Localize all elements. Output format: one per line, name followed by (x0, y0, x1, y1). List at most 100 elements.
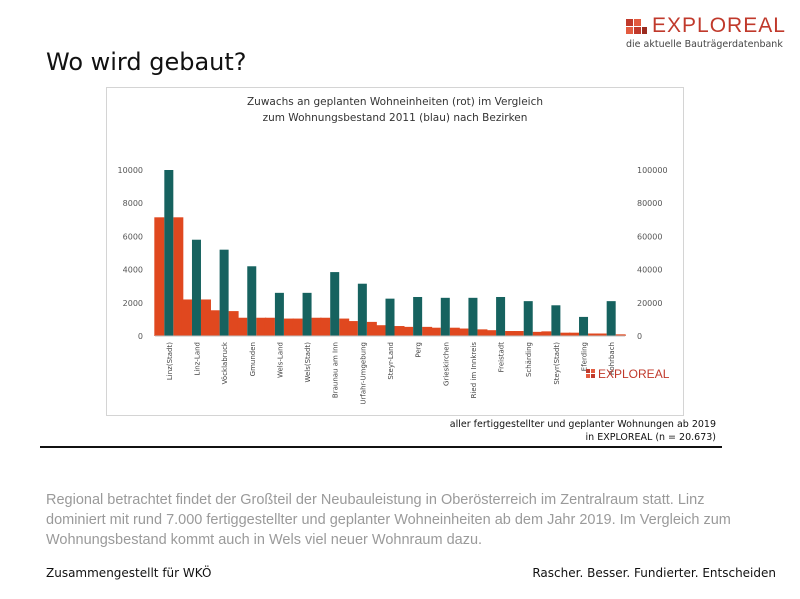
x-tick-label: Perg (415, 342, 423, 357)
bar-red (237, 317, 248, 336)
x-tick-label: Schärding (525, 342, 533, 377)
bar-chart: Zuwachs an geplanten Wohneinheiten (rot)… (118, 96, 670, 405)
bar-red (375, 325, 386, 336)
bar-blue (385, 298, 395, 336)
x-axis-labels: Linz(Stadt) Linz-Land Vöcklabruck Gmunden We… (166, 341, 616, 405)
bar-blue (357, 283, 367, 336)
x-tick-label: Urfahr-Umgebung (359, 342, 367, 405)
x-tick-label: Steyr(Stadt) (553, 342, 561, 385)
y-right-tick-label: 100000 (637, 166, 668, 175)
bar-red (320, 317, 331, 336)
y-right-tick-label: 60000 (637, 232, 662, 241)
exploreal-logo: EXPLOREAL die aktuelle Bauträgerdatenban… (626, 14, 786, 54)
bar-red (403, 326, 414, 336)
bar-red (569, 332, 580, 336)
divider (40, 446, 722, 448)
bar-red (458, 328, 469, 336)
bar-blue (523, 301, 533, 336)
bar-blue (219, 249, 229, 336)
logo-mark-icon (626, 19, 647, 34)
source-note: aller fertiggestellter und geplanter Woh… (420, 418, 716, 444)
watermark-mark-icon-4 (591, 374, 595, 378)
y-left-tick-label: 10000 (118, 166, 143, 175)
x-tick-label: Rohrbach (608, 342, 616, 375)
x-tick-label: Wels-Land (276, 342, 284, 378)
bar-red (200, 299, 211, 336)
bar-red (532, 331, 543, 336)
bar-red (366, 321, 377, 336)
bar-red (283, 318, 294, 336)
x-tick-label: Freistadt (498, 342, 506, 373)
x-tick-label: Eferding (581, 342, 589, 371)
bar-red (422, 326, 433, 336)
y-left-tick-label: 6000 (123, 232, 143, 241)
bar-red (430, 327, 441, 336)
bar-red (449, 327, 460, 336)
watermark-mark-icon-3 (586, 374, 590, 378)
bar-blue (468, 297, 478, 336)
x-tick-label: Linz-Land (193, 342, 201, 376)
bar-red (154, 217, 165, 336)
y-left-tick-label: 8000 (123, 199, 143, 208)
chart-container: Zuwachs an geplanten Wohneinheiten (rot)… (106, 87, 684, 416)
bar-red (394, 326, 405, 336)
y-axis-right: 0 20000 40000 60000 80000 100000 (637, 166, 668, 341)
bar-red (513, 331, 524, 336)
y-left-tick-label: 4000 (123, 266, 143, 275)
x-tick-label: Grieskirchen (442, 342, 450, 386)
footer-left-text: Zusammengestellt für WKÖ (46, 566, 212, 580)
y-right-tick-label: 20000 (637, 299, 662, 308)
bar-red (588, 333, 599, 336)
y-right-tick-label: 80000 (637, 199, 662, 208)
bar-blue (551, 305, 561, 336)
bar-red (292, 318, 303, 336)
y-axis-left: 0 2000 4000 6000 8000 10000 (118, 166, 143, 341)
page-title: Wo wird gebaut? (46, 48, 247, 76)
x-tick-label: Ried im Innkreis (470, 342, 478, 399)
bar-blue (330, 272, 340, 336)
bar-red (228, 311, 239, 336)
bar-blue (579, 316, 589, 336)
bar-blue (164, 170, 174, 336)
bar-blue (413, 296, 423, 336)
bar-red (339, 318, 350, 336)
bar-red (311, 317, 322, 336)
bar-blue (274, 292, 284, 336)
watermark-mark-icon-2 (591, 369, 595, 373)
bar-red (486, 330, 497, 336)
bar-series (154, 170, 626, 336)
chart-watermark-text: EXPLOREAL (598, 367, 670, 381)
x-tick-label: Wels(Stadt) (304, 342, 312, 383)
x-tick-label: Braunau am Inn (332, 342, 340, 398)
brand-name: EXPLOREAL (652, 14, 786, 37)
bar-red (560, 332, 571, 336)
y-left-tick-label: 2000 (123, 299, 143, 308)
x-tick-label: Linz(Stadt) (166, 342, 174, 380)
bar-red (541, 331, 552, 336)
bar-red (477, 329, 488, 336)
watermark-mark-icon (586, 369, 590, 373)
bar-red (181, 299, 192, 336)
source-note-line1: aller fertiggestellter und geplanter Woh… (449, 419, 716, 430)
body-paragraph: Regional betrachtet findet der Großteil … (46, 492, 731, 548)
bar-red (347, 321, 358, 336)
y-left-tick-label: 0 (138, 332, 143, 341)
bar-blue (302, 292, 312, 336)
chart-title-line1: Zuwachs an geplanten Wohneinheiten (rot)… (247, 96, 543, 108)
bar-blue (606, 301, 616, 336)
x-tick-label: Vöcklabruck (221, 341, 229, 384)
bar-blue (247, 266, 257, 336)
y-right-tick-label: 40000 (637, 266, 662, 275)
chart-watermark: EXPLOREAL (586, 367, 670, 381)
bar-red (173, 217, 184, 336)
bar-red (615, 334, 626, 336)
footer-tagline: Rascher. Besser. Fundierter. Entscheiden (532, 566, 776, 580)
bar-red (256, 317, 267, 336)
bar-red (209, 310, 220, 336)
bar-red (505, 331, 516, 336)
bar-red (264, 317, 275, 336)
bar-blue (191, 239, 201, 336)
chart-title-line2: zum Wohnungsbestand 2011 (blau) nach Bez… (263, 112, 528, 124)
bar-blue (496, 296, 506, 336)
y-right-tick-label: 0 (637, 332, 642, 341)
